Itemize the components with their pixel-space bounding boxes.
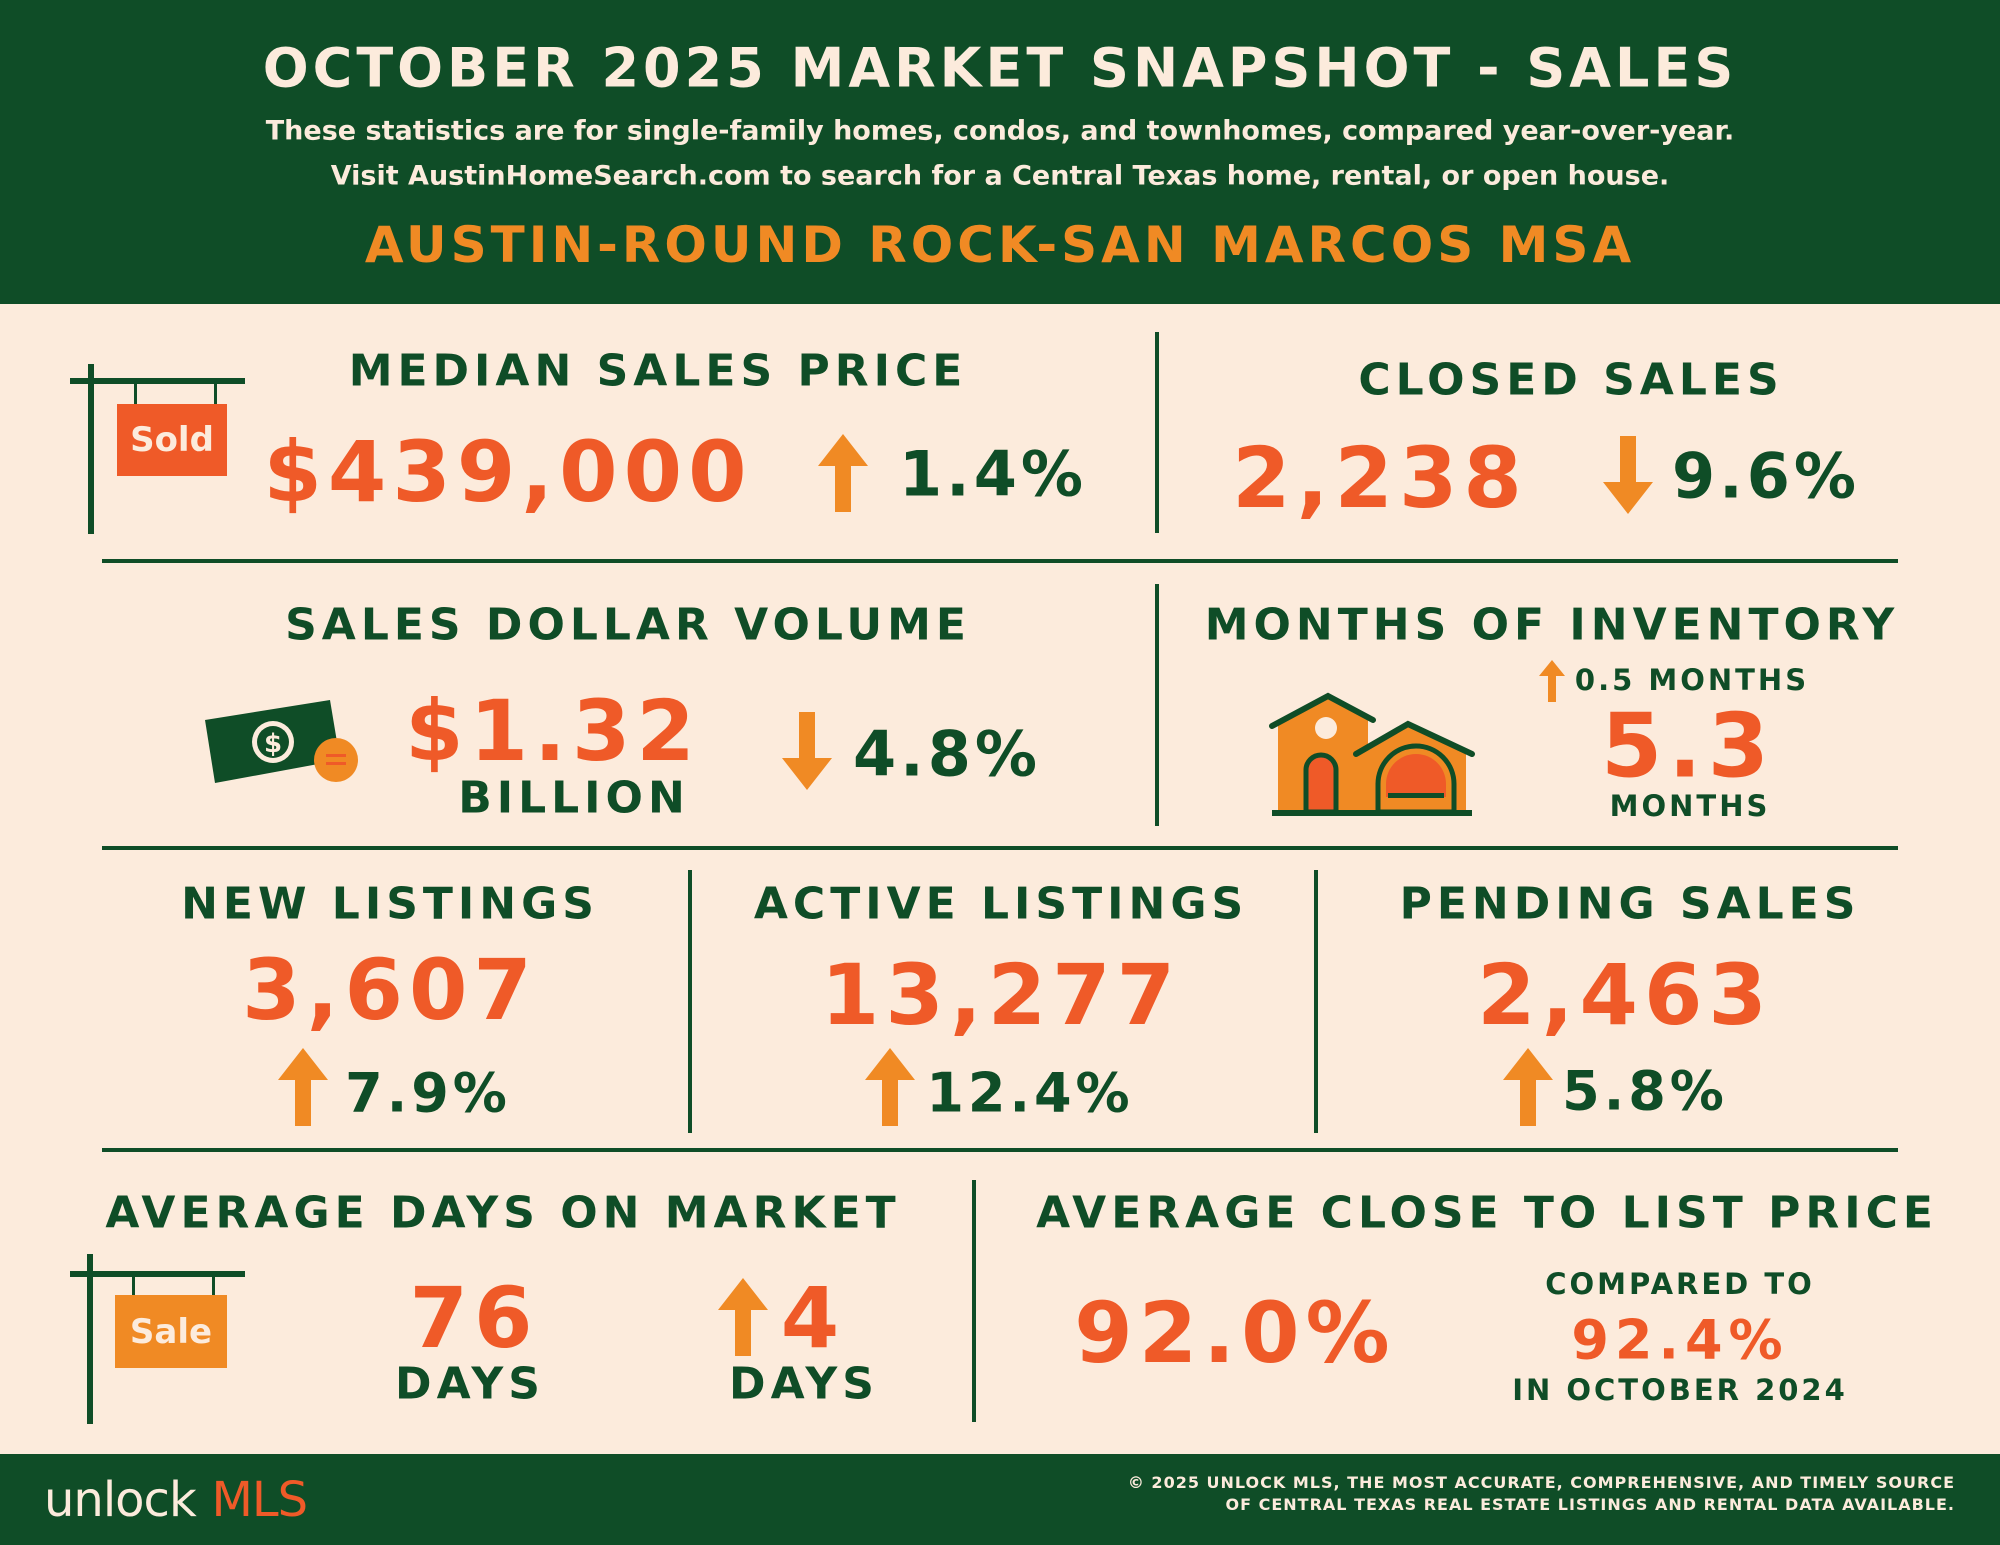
months-of-inventory-value: 5.3 bbox=[1601, 694, 1775, 798]
arrow-up-icon bbox=[818, 434, 868, 512]
divider bbox=[688, 870, 692, 1133]
divider bbox=[972, 1180, 976, 1422]
sales-dollar-volume-change: 4.8% bbox=[853, 717, 1041, 791]
active-listings-label: ACTIVE LISTINGS bbox=[753, 878, 1249, 930]
avg-days-on-market-label: AVERAGE DAYS ON MARKET bbox=[105, 1187, 901, 1239]
sold-sign-icon: Sold bbox=[70, 364, 245, 534]
svg-text:$: $ bbox=[264, 729, 282, 759]
pending-sales-label: PENDING SALES bbox=[1399, 878, 1861, 930]
arrow-down-icon bbox=[1603, 436, 1653, 514]
copyright-notice: © 2025 UNLOCK MLS, THE MOST ACCURATE, CO… bbox=[1127, 1473, 1955, 1514]
arrow-up-icon bbox=[865, 1048, 915, 1126]
months-of-inventory-change: 0.5 MONTHS bbox=[1574, 663, 1810, 697]
header-banner: OCTOBER 2025 MARKET SNAPSHOT - SALES The… bbox=[0, 0, 2000, 304]
compared-value: 92.4% bbox=[1571, 1308, 1789, 1372]
sales-dollar-volume-unit: BILLION bbox=[458, 772, 690, 824]
compared-period: IN OCTOBER 2024 bbox=[1512, 1373, 1848, 1407]
house-icon bbox=[1269, 692, 1475, 816]
median-sales-price-value: $439,000 bbox=[263, 423, 753, 521]
pending-sales-change: 5.8% bbox=[1562, 1059, 1728, 1123]
median-sales-price-change: 1.4% bbox=[899, 437, 1087, 511]
closed-sales-change: 9.6% bbox=[1672, 439, 1860, 513]
closed-sales-value: 2,238 bbox=[1232, 429, 1528, 527]
months-of-inventory-label: MONTHS OF INVENTORY bbox=[1204, 599, 1900, 651]
compared-to-label: COMPARED TO bbox=[1545, 1267, 1815, 1301]
footer: unlock MLS © 2025 UNLOCK MLS, THE MOST A… bbox=[0, 1454, 2000, 1545]
sold-sign-text: Sold bbox=[117, 404, 227, 476]
closed-sales-label: CLOSED SALES bbox=[1358, 354, 1784, 406]
sale-sign-text: Sale bbox=[115, 1295, 227, 1368]
region-title: AUSTIN-ROUND ROCK-SAN MARCOS MSA bbox=[364, 216, 1636, 274]
avg-days-on-market-change-unit: DAYS bbox=[729, 1358, 879, 1410]
divider bbox=[1314, 870, 1318, 1133]
active-listings-change: 12.4% bbox=[926, 1061, 1134, 1125]
arrow-up-icon bbox=[278, 1048, 328, 1126]
sales-dollar-volume-label: SALES DOLLAR VOLUME bbox=[285, 599, 971, 651]
unlock-mls-logo: unlock MLS bbox=[44, 1472, 308, 1528]
arrow-up-icon bbox=[1503, 1048, 1553, 1126]
new-listings-value: 3,607 bbox=[242, 941, 538, 1039]
divider bbox=[1155, 584, 1159, 826]
subtitle-line-2: Visit AustinHomeSearch.com to search for… bbox=[330, 160, 1670, 192]
avg-days-on-market-unit: DAYS bbox=[395, 1358, 545, 1410]
divider bbox=[102, 846, 1898, 850]
sales-dollar-volume-value: $1.32 bbox=[405, 682, 701, 780]
months-of-inventory-unit: MONTHS bbox=[1609, 789, 1771, 823]
arrow-up-icon bbox=[1539, 660, 1565, 702]
median-sales-price-label: MEDIAN SALES PRICE bbox=[348, 345, 968, 397]
avg-close-to-list-value: 92.0% bbox=[1074, 1284, 1396, 1382]
money-icon: $ bbox=[205, 700, 358, 783]
new-listings-change: 7.9% bbox=[345, 1061, 511, 1125]
divider bbox=[102, 1148, 1898, 1152]
arrow-up-icon bbox=[718, 1278, 768, 1356]
avg-close-to-list-label: AVERAGE CLOSE TO LIST PRICE bbox=[1036, 1187, 1938, 1239]
pending-sales-value: 2,463 bbox=[1477, 946, 1773, 1044]
new-listings-label: NEW LISTINGS bbox=[181, 878, 599, 930]
active-listings-value: 13,277 bbox=[820, 946, 1182, 1044]
subtitle-line-1: These statistics are for single-family h… bbox=[265, 115, 1735, 147]
divider bbox=[1155, 332, 1159, 533]
arrow-down-icon bbox=[782, 712, 832, 790]
sale-sign-icon: Sale bbox=[70, 1254, 245, 1424]
avg-days-on-market-value: 76 bbox=[409, 1269, 539, 1367]
page-title: OCTOBER 2025 MARKET SNAPSHOT - SALES bbox=[262, 36, 1738, 100]
divider bbox=[102, 559, 1898, 563]
avg-days-on-market-change: 4 bbox=[780, 1269, 846, 1367]
